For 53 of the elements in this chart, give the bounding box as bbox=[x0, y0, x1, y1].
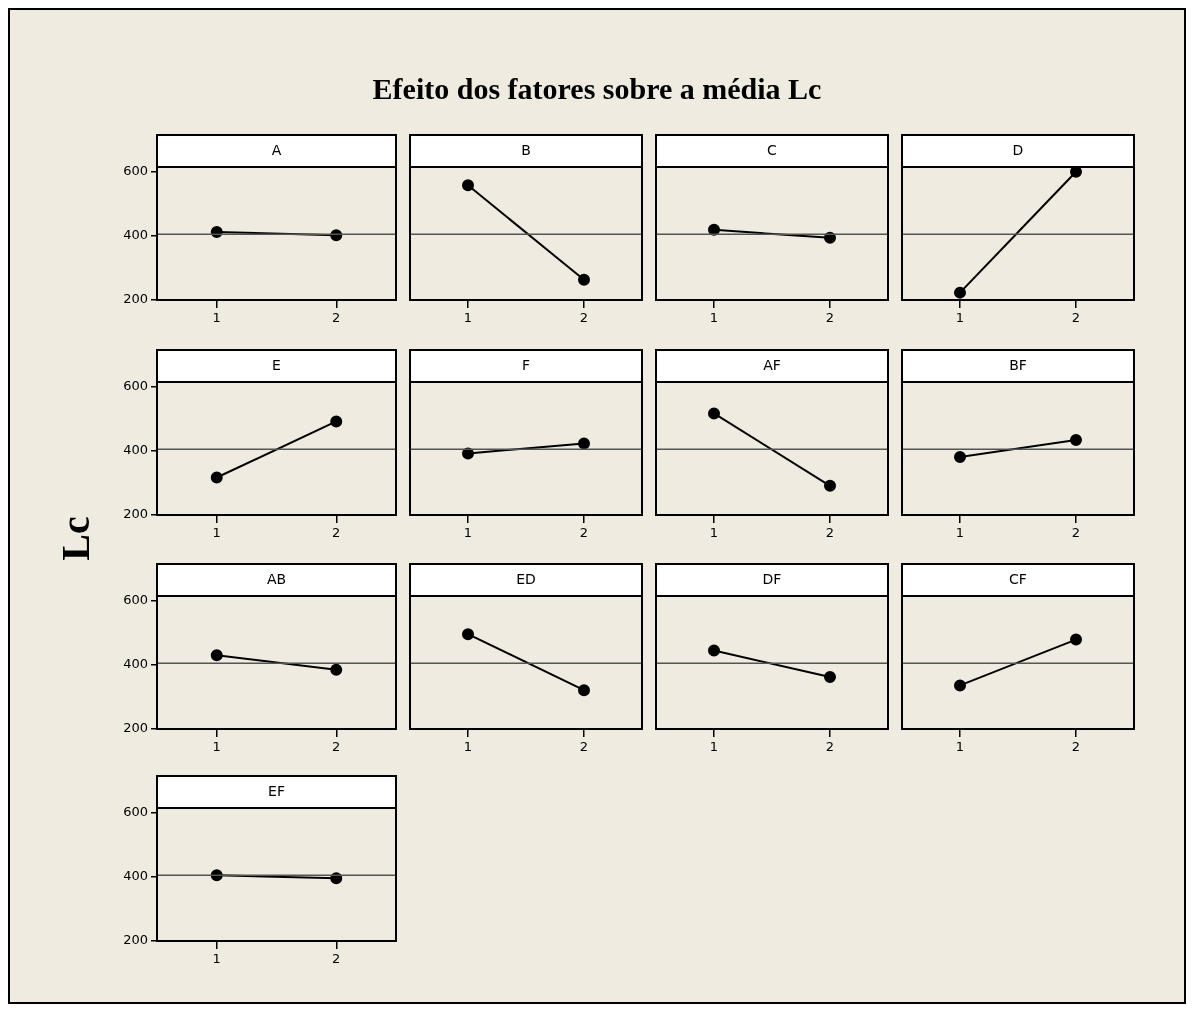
x-tick-label: 1 bbox=[955, 739, 965, 755]
y-tick-label: 200 bbox=[123, 291, 148, 307]
x-tick-label: 1 bbox=[955, 310, 965, 326]
chart-title: A bbox=[271, 142, 282, 159]
chart-title: F bbox=[521, 357, 531, 374]
chart-title: DF bbox=[762, 571, 782, 588]
y-tick-label: 200 bbox=[123, 932, 148, 948]
x-tick-label: 2 bbox=[579, 739, 589, 755]
x-tick-label: 2 bbox=[579, 310, 589, 326]
y-tick-label: 600 bbox=[123, 804, 148, 820]
x-tick-label: 2 bbox=[332, 951, 341, 967]
chart-title: BF bbox=[1009, 357, 1027, 374]
chart-title: ED bbox=[516, 571, 536, 588]
x-tick-label: 2 bbox=[332, 739, 341, 755]
x-tick-label: 1 bbox=[709, 739, 719, 755]
chart-title: B bbox=[521, 142, 531, 159]
x-tick-label: 2 bbox=[1071, 525, 1081, 541]
chart-title: C bbox=[767, 142, 778, 159]
x-tick-label: 2 bbox=[1071, 739, 1081, 755]
y-tick-label: 600 bbox=[123, 163, 148, 179]
y-tick-label: 200 bbox=[123, 506, 148, 522]
x-tick-label: 1 bbox=[955, 525, 965, 541]
x-tick-label: 1 bbox=[463, 739, 473, 755]
x-tick-label: 1 bbox=[212, 739, 221, 755]
chart-title: AB bbox=[266, 571, 287, 588]
x-tick-label: 2 bbox=[825, 310, 835, 326]
x-tick-label: 2 bbox=[332, 310, 341, 326]
chart-title: D bbox=[1012, 142, 1024, 159]
chart-title: EF bbox=[268, 783, 285, 800]
y-tick-label: 400 bbox=[123, 656, 148, 672]
x-tick-label: 2 bbox=[825, 525, 835, 541]
y-axis-title: Lc bbox=[51, 515, 99, 563]
x-tick-label: 2 bbox=[1071, 310, 1081, 326]
x-tick-label: 2 bbox=[332, 525, 341, 541]
text: Efeito dos fatores sobre a média Lc bbox=[371, 72, 823, 106]
x-tick-label: 1 bbox=[212, 951, 221, 967]
y-tick-label: 400 bbox=[123, 868, 148, 884]
x-tick-label: 1 bbox=[463, 310, 473, 326]
y-tick-label: 600 bbox=[123, 378, 148, 394]
chart-title: CF bbox=[1009, 571, 1027, 588]
x-tick-label: 1 bbox=[709, 525, 719, 541]
y-tick-label: 600 bbox=[123, 592, 148, 608]
y-tick-label: 400 bbox=[123, 442, 148, 458]
x-tick-label: 1 bbox=[212, 525, 221, 541]
x-tick-label: 1 bbox=[463, 525, 473, 541]
y-tick-label: 400 bbox=[123, 227, 148, 243]
y-tick-label: 200 bbox=[123, 720, 148, 736]
x-tick-label: 2 bbox=[825, 739, 835, 755]
chart-title: E bbox=[272, 357, 281, 374]
x-tick-label: 2 bbox=[579, 525, 589, 541]
x-tick-label: 1 bbox=[212, 310, 221, 326]
chart-title: AF bbox=[763, 357, 781, 374]
x-tick-label: 1 bbox=[709, 310, 719, 326]
